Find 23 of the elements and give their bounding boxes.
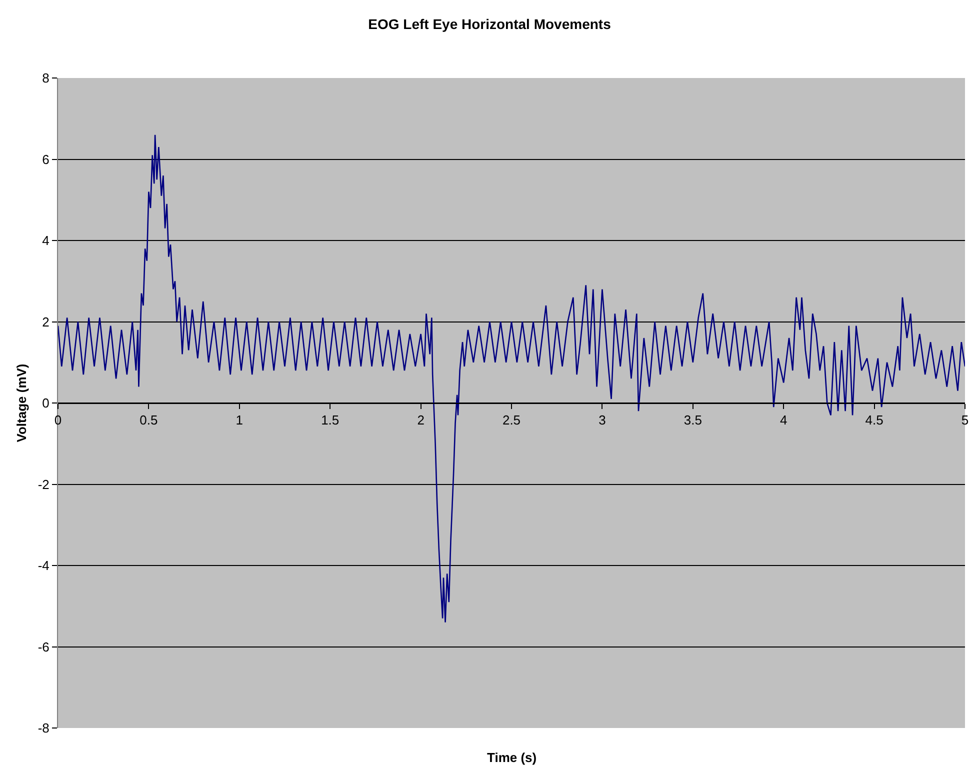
x-tick-label: 3.5: [684, 412, 702, 428]
chart-title: EOG Left Eye Horizontal Movements: [368, 16, 612, 32]
y-tick-label: -8: [38, 720, 50, 736]
y-axis-title: Voltage (mV): [14, 364, 29, 442]
y-tick-label: 6: [42, 152, 50, 167]
x-tick-label: 2.5: [502, 412, 521, 428]
x-axis-title: Time (s): [487, 750, 537, 765]
y-tick-label: 8: [42, 70, 50, 86]
x-tick-label: 4: [780, 412, 788, 428]
y-tick-label: -2: [38, 476, 50, 492]
y-tick-label: 2: [42, 314, 50, 330]
y-tick-label: -6: [38, 639, 50, 654]
x-tick-label: 3: [598, 412, 606, 428]
x-tick-label: 0: [54, 412, 62, 428]
x-tick-label: 1: [236, 412, 244, 428]
x-tick-label: 0.5: [140, 412, 158, 428]
x-tick-label: 4.5: [865, 412, 884, 428]
y-tick-label: 4: [42, 233, 50, 248]
y-tick-label: -4: [38, 558, 50, 574]
x-tick-label: 5: [961, 412, 969, 428]
x-tick-label: 1.5: [321, 412, 340, 428]
y-tick-label: 0: [42, 396, 50, 411]
x-tick-label: 2: [417, 412, 424, 428]
